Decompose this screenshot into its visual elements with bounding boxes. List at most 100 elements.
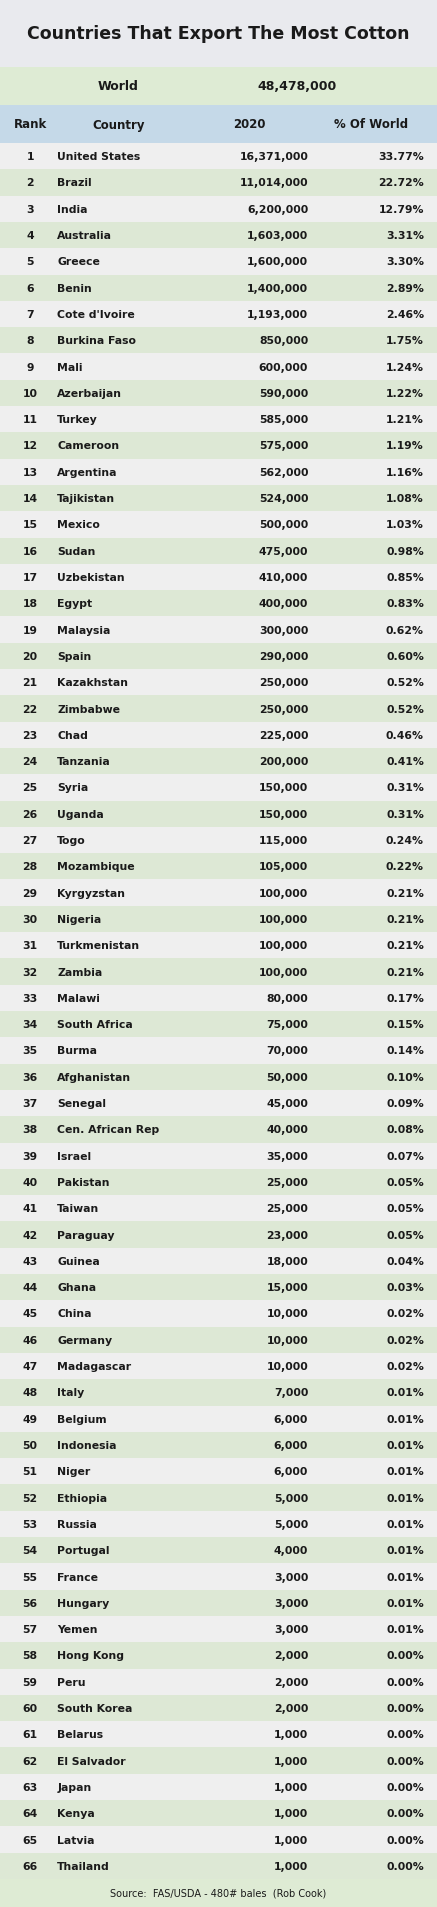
Bar: [0, 460, 437, 486]
Text: 0.00%: 0.00%: [386, 1808, 424, 1817]
Text: 3: 3: [26, 204, 34, 215]
Bar: [0, 1747, 437, 1774]
Text: 10,000: 10,000: [267, 1335, 308, 1344]
Text: 1,000: 1,000: [274, 1808, 308, 1817]
Text: 1.19%: 1.19%: [386, 441, 424, 452]
Text: 26: 26: [22, 809, 38, 820]
Bar: [0, 1037, 437, 1064]
Text: 575,000: 575,000: [259, 441, 308, 452]
Text: Country: Country: [92, 118, 145, 132]
Bar: [0, 1091, 437, 1118]
Text: 0.01%: 0.01%: [386, 1388, 424, 1398]
Text: Zimbabwe: Zimbabwe: [57, 704, 120, 713]
Text: 0.00%: 0.00%: [386, 1676, 424, 1688]
Text: 5,000: 5,000: [274, 1493, 308, 1503]
Bar: [0, 69, 437, 107]
Text: Greece: Greece: [57, 257, 100, 267]
Text: 25,000: 25,000: [266, 1177, 308, 1188]
Text: Ghana: Ghana: [57, 1283, 96, 1293]
Text: 410,000: 410,000: [259, 572, 308, 584]
Text: Guinea: Guinea: [57, 1257, 100, 1266]
Text: 15,000: 15,000: [267, 1283, 308, 1293]
Bar: [0, 618, 437, 643]
Text: Madagascar: Madagascar: [57, 1362, 132, 1371]
Text: Ethiopia: Ethiopia: [57, 1493, 108, 1503]
Text: Turkmenistan: Turkmenistan: [57, 940, 140, 952]
Text: Mexico: Mexico: [57, 521, 100, 530]
Text: 100,000: 100,000: [259, 915, 308, 925]
Text: 21: 21: [23, 677, 38, 688]
Text: 47: 47: [22, 1362, 38, 1371]
Text: 48: 48: [23, 1388, 38, 1398]
Text: 46: 46: [22, 1335, 38, 1344]
Text: Uzbekistan: Uzbekistan: [57, 572, 125, 584]
Text: 37: 37: [22, 1098, 38, 1108]
Text: 0.00%: 0.00%: [386, 1703, 424, 1712]
Text: 524,000: 524,000: [259, 494, 308, 503]
Text: 850,000: 850,000: [259, 336, 308, 345]
Text: 10: 10: [23, 389, 38, 399]
Text: Burma: Burma: [57, 1045, 97, 1056]
Text: 6,000: 6,000: [274, 1413, 308, 1425]
Text: 7: 7: [26, 309, 34, 320]
Text: 35: 35: [23, 1045, 38, 1056]
Bar: [0, 301, 437, 328]
Text: 1.22%: 1.22%: [386, 389, 424, 399]
Text: Sudan: Sudan: [57, 547, 96, 557]
Text: 0.01%: 0.01%: [386, 1413, 424, 1425]
Text: 0.07%: 0.07%: [386, 1152, 424, 1161]
Text: 290,000: 290,000: [259, 652, 308, 662]
Text: 2.89%: 2.89%: [386, 284, 424, 294]
Bar: [0, 196, 437, 223]
Text: 36: 36: [22, 1072, 38, 1081]
Text: 38: 38: [23, 1125, 38, 1135]
Text: 0.02%: 0.02%: [386, 1308, 424, 1320]
Text: Taiwan: Taiwan: [57, 1203, 100, 1213]
Text: 3.31%: 3.31%: [386, 231, 424, 240]
Text: 0.04%: 0.04%: [386, 1257, 424, 1266]
Bar: [0, 723, 437, 749]
Text: 2: 2: [26, 179, 34, 189]
Text: 0.01%: 0.01%: [386, 1466, 424, 1476]
Text: 105,000: 105,000: [259, 862, 308, 871]
Text: 0.21%: 0.21%: [386, 889, 424, 898]
Text: Azerbaijan: Azerbaijan: [57, 389, 122, 399]
Text: 0.62%: 0.62%: [386, 625, 424, 635]
Text: 0.08%: 0.08%: [386, 1125, 424, 1135]
Bar: [0, 1064, 437, 1091]
Text: 56: 56: [23, 1598, 38, 1608]
Text: 18,000: 18,000: [267, 1257, 308, 1266]
Text: 16: 16: [23, 547, 38, 557]
Text: 0.98%: 0.98%: [386, 547, 424, 557]
Text: 64: 64: [22, 1808, 38, 1817]
Text: 1.24%: 1.24%: [386, 362, 424, 372]
Text: 10,000: 10,000: [267, 1362, 308, 1371]
Text: 8: 8: [26, 336, 34, 345]
Text: 63: 63: [22, 1781, 38, 1793]
Bar: [0, 1196, 437, 1222]
Text: 4: 4: [26, 231, 34, 240]
Bar: [0, 1301, 437, 1327]
Text: 6,000: 6,000: [274, 1466, 308, 1476]
Text: 54: 54: [23, 1545, 38, 1556]
Text: 39: 39: [23, 1152, 38, 1161]
Text: 0.41%: 0.41%: [386, 757, 424, 767]
Text: 250,000: 250,000: [259, 677, 308, 688]
Text: 65: 65: [23, 1835, 38, 1844]
Text: 1.03%: 1.03%: [386, 521, 424, 530]
Text: 0.09%: 0.09%: [386, 1098, 424, 1108]
Text: Thailand: Thailand: [57, 1861, 110, 1871]
Text: 0.05%: 0.05%: [386, 1177, 424, 1188]
Text: 33: 33: [22, 994, 38, 1003]
Bar: [0, 1011, 437, 1037]
Text: 55: 55: [23, 1571, 38, 1581]
Text: 43: 43: [22, 1257, 38, 1266]
Text: 2,000: 2,000: [274, 1651, 308, 1661]
Text: 50,000: 50,000: [267, 1072, 308, 1081]
Text: 58: 58: [23, 1651, 38, 1661]
Text: 11,014,000: 11,014,000: [239, 179, 308, 189]
Bar: [0, 538, 437, 564]
Text: Russia: Russia: [57, 1520, 97, 1529]
Bar: [0, 1486, 437, 1510]
Bar: [0, 1142, 437, 1169]
